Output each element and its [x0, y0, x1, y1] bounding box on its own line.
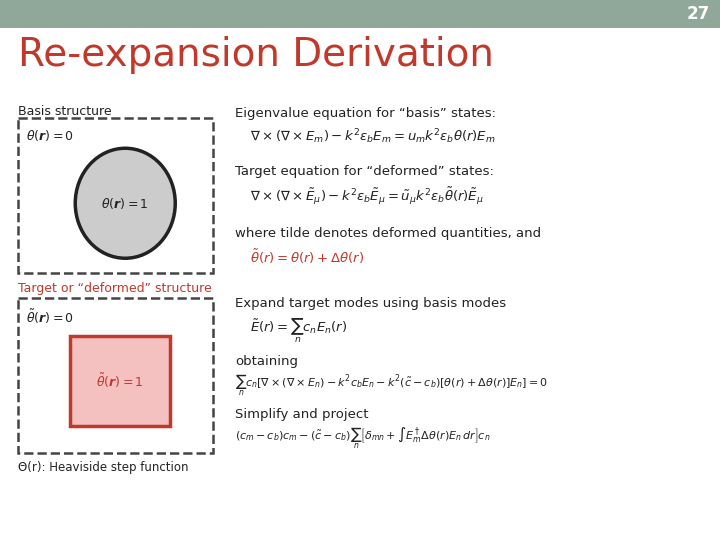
- Text: $\tilde{\theta}(\boldsymbol{r}) = 1$: $\tilde{\theta}(\boldsymbol{r}) = 1$: [96, 372, 144, 390]
- Bar: [70, 336, 170, 426]
- Text: $\tilde{\theta}(r) = \theta(r) + \Delta\theta(r)$: $\tilde{\theta}(r) = \theta(r) + \Delta\…: [250, 247, 364, 266]
- Text: $\theta(\boldsymbol{r}) = 1$: $\theta(\boldsymbol{r}) = 1$: [102, 195, 149, 211]
- Text: $(c_m - c_b)c_m - (\tilde{c} - c_b)\sum_n \left[\delta_{mn} + \int E_m^\dagger \: $(c_m - c_b)c_m - (\tilde{c} - c_b)\sum_…: [235, 426, 490, 451]
- Ellipse shape: [76, 148, 175, 258]
- Text: Simplify and project: Simplify and project: [235, 408, 369, 421]
- Text: obtaining: obtaining: [235, 355, 298, 368]
- Text: Expand target modes using basis modes: Expand target modes using basis modes: [235, 297, 506, 310]
- Text: 27: 27: [687, 5, 710, 23]
- Bar: [18, 118, 213, 273]
- Bar: [18, 298, 213, 453]
- Text: where tilde denotes deformed quantities, and: where tilde denotes deformed quantities,…: [235, 227, 541, 240]
- Text: $\theta(\boldsymbol{r}) = 0$: $\theta(\boldsymbol{r}) = 0$: [26, 128, 74, 143]
- Text: Eigenvalue equation for “basis” states:: Eigenvalue equation for “basis” states:: [235, 107, 496, 120]
- Bar: [0, 0, 720, 28]
- Text: Basis structure: Basis structure: [18, 105, 112, 118]
- Text: $\tilde{E}(r) = \sum_n c_n E_n(r)$: $\tilde{E}(r) = \sum_n c_n E_n(r)$: [250, 317, 348, 346]
- Text: $\nabla \times (\nabla \times E_m) - k^2\epsilon_b E_m = u_m k^2 \epsilon_b \the: $\nabla \times (\nabla \times E_m) - k^2…: [250, 127, 496, 146]
- Text: Re-expansion Derivation: Re-expansion Derivation: [18, 36, 494, 74]
- Text: Target or “deformed” structure: Target or “deformed” structure: [18, 282, 212, 295]
- Text: $\tilde{\theta}(\boldsymbol{r}) = 0$: $\tilde{\theta}(\boldsymbol{r}) = 0$: [26, 308, 74, 326]
- Text: Θ(r): Heaviside step function: Θ(r): Heaviside step function: [18, 461, 189, 474]
- Text: $\sum_n c_n[\nabla \times (\nabla \times E_n) - k^2 c_b E_n - k^2(\tilde{c}-c_b): $\sum_n c_n[\nabla \times (\nabla \times…: [235, 373, 549, 399]
- Text: $\nabla \times (\nabla \times \tilde{E}_\mu) - k^2\epsilon_b \tilde{E}_\mu = \ti: $\nabla \times (\nabla \times \tilde{E}_…: [250, 185, 484, 206]
- Text: Target equation for “deformed” states:: Target equation for “deformed” states:: [235, 165, 494, 178]
